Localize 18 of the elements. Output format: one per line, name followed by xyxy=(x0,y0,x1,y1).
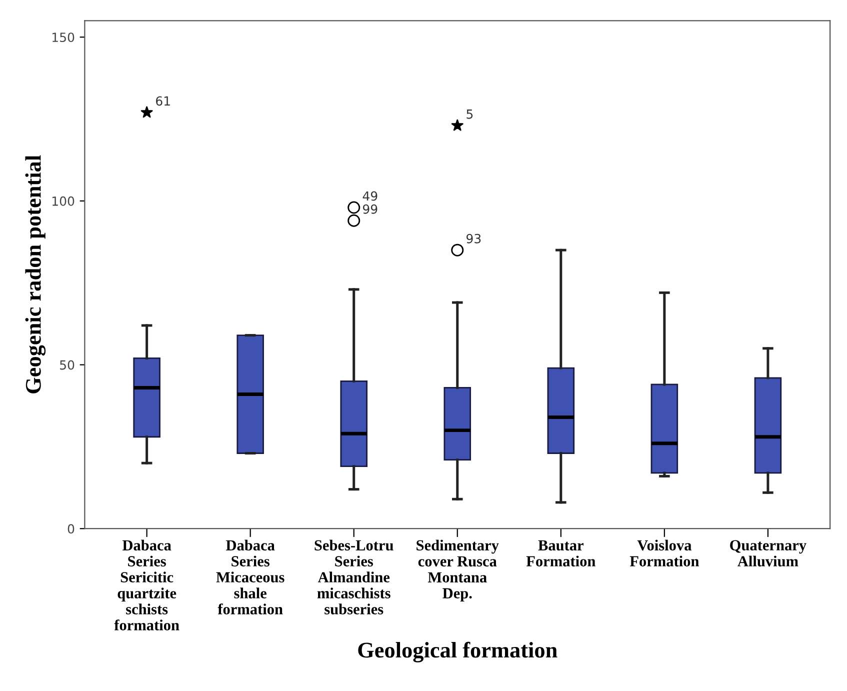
x-tick-label: Sebes-Lotru Series Almandine micaschists subseries xyxy=(314,540,394,614)
y-tick-label: 0 xyxy=(68,524,74,534)
y-tick-label: 50 xyxy=(60,360,74,370)
annotation: 5 xyxy=(466,110,473,119)
y-tick-label: 150 xyxy=(52,32,74,42)
x-tick-label: Voislova Formation xyxy=(630,540,699,566)
x-tick-label: Dabaca Series Micaceous shale formation xyxy=(216,540,284,614)
x-tick-label: Sedimentary cover Rusca Montana Dep. xyxy=(416,540,499,602)
y-axis-title: Geogenic radon potential xyxy=(25,155,46,394)
annotation: 93 xyxy=(466,234,481,244)
y-tick-label: 100 xyxy=(52,196,74,206)
annotation: 99 xyxy=(362,204,378,214)
x-axis-title: Geological formation xyxy=(358,642,558,662)
annotation: 61 xyxy=(156,96,170,106)
annotation: 49 xyxy=(362,191,378,201)
x-tick-label: Bautar Formation xyxy=(526,540,596,566)
x-tick-label: Dabaca Series Sericitic quartzite schists formation xyxy=(114,540,180,630)
x-tick-label: Quaternary Alluvium xyxy=(730,540,806,566)
